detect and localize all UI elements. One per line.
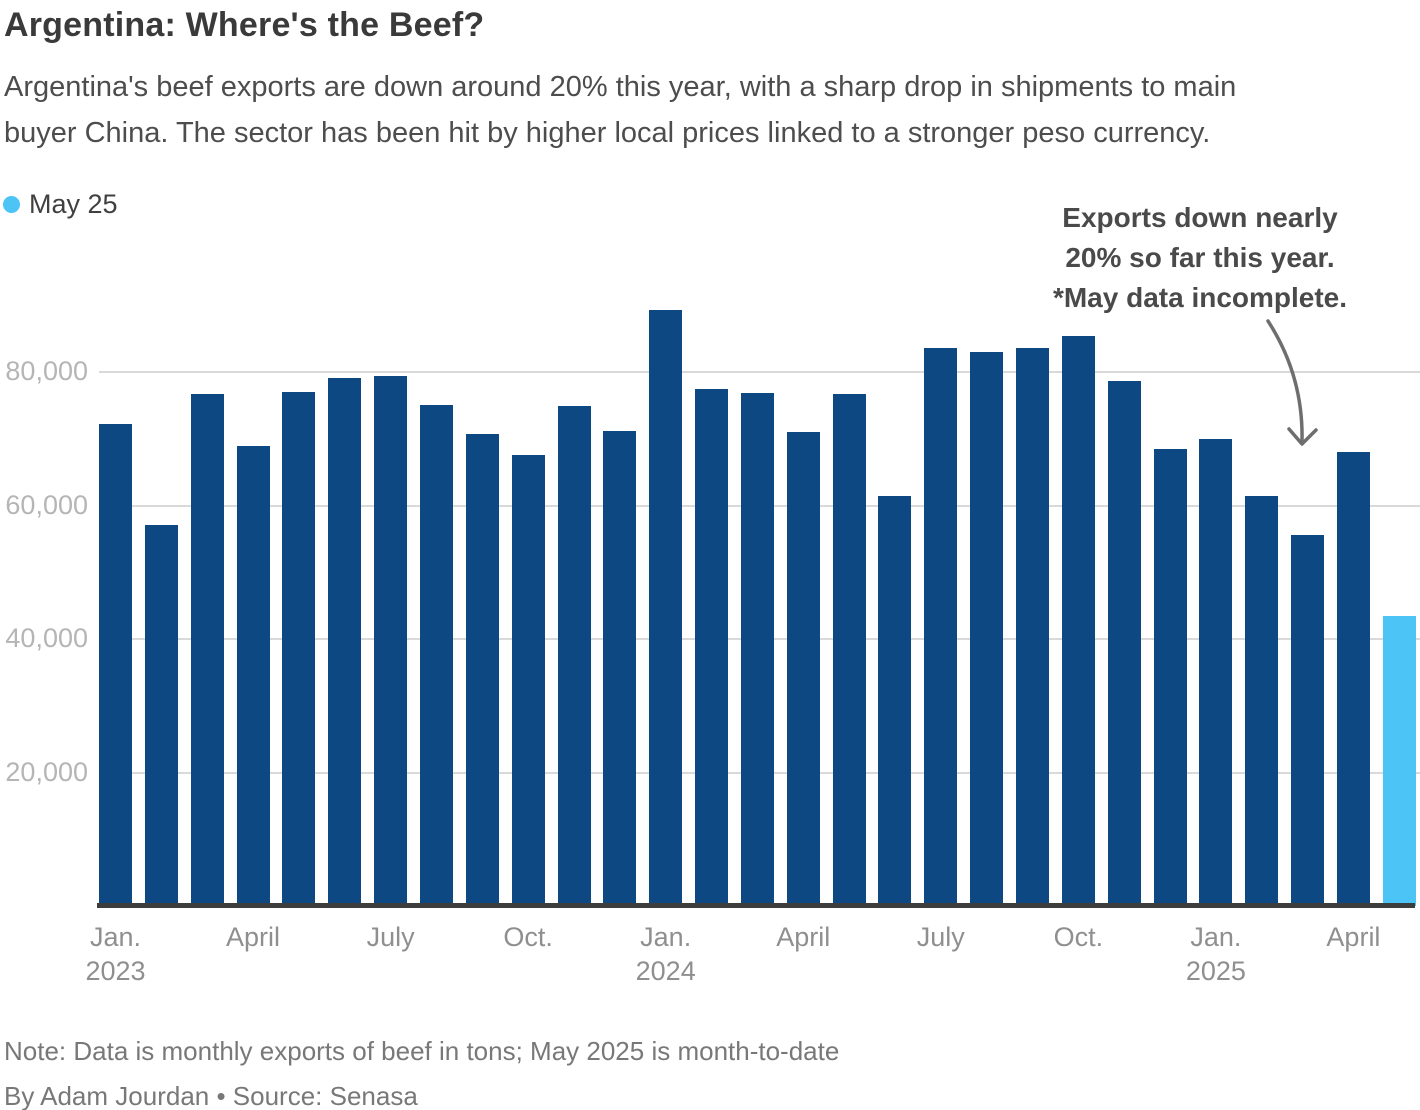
chart-note: Note: Data is monthly exports of beef in… xyxy=(4,1036,840,1066)
chart-annotation: Exports down nearly 20% so far this year… xyxy=(1052,202,1348,313)
bar-may-2024 xyxy=(832,393,866,906)
bar-june-2024 xyxy=(878,495,912,906)
bar-sep-2023 xyxy=(465,434,499,906)
gridline-80000 xyxy=(99,371,1420,374)
bar-jan-2023 xyxy=(99,424,132,906)
bar-feb-2023 xyxy=(144,525,178,906)
bar-feb-2024 xyxy=(695,389,729,906)
bar-apr-2023 xyxy=(236,445,270,906)
y-axis-label-40000: 40,000 xyxy=(5,623,88,654)
chart-byline: By Adam Jourdan • Source: Senasa xyxy=(4,1081,418,1110)
bar-sep-2024 xyxy=(1016,348,1049,906)
legend-label: May 25 xyxy=(29,189,118,219)
chart-subtitle: Argentina's beef exports are down around… xyxy=(4,71,1237,149)
x-axis-label-oct-2023: Oct. xyxy=(503,922,553,952)
bar-june-2023 xyxy=(328,378,362,906)
x-axis-label-apr-2023: April xyxy=(226,922,281,952)
bar-oct-2024 xyxy=(1061,335,1095,906)
y-axis-label-80000: 80,000 xyxy=(5,356,88,387)
x-axis-year-2025: 2025 xyxy=(1185,956,1246,986)
y-axis-label-60000: 60,000 xyxy=(5,489,88,520)
bar-dec-2023 xyxy=(603,431,637,906)
bar-mar-2025 xyxy=(1291,535,1325,906)
bar-may-2025 xyxy=(1382,615,1416,906)
bar-aug-2024 xyxy=(970,352,1004,906)
y-axis-label-20000: 20,000 xyxy=(5,756,88,787)
x-axis-label-jan-2024: Jan. xyxy=(640,922,692,952)
x-axis-label-july-2023: July xyxy=(366,922,415,952)
bar-apr-2024 xyxy=(786,432,820,906)
x-axis-label-july-2024: July xyxy=(916,922,965,952)
bar-mar-2023 xyxy=(190,394,224,906)
bar-jan-2024 xyxy=(649,309,683,906)
bar-nov-2024 xyxy=(1107,381,1141,906)
bar-nov-2023 xyxy=(557,405,591,906)
legend-dot-icon xyxy=(3,196,20,213)
bar-aug-2023 xyxy=(419,405,453,906)
x-axis-label-apr-2024: April xyxy=(776,922,831,952)
x-axis-year-2024: 2024 xyxy=(635,956,696,986)
x-axis-label-jan-2023: Jan. xyxy=(89,922,142,952)
bar-mar-2024 xyxy=(740,393,774,906)
page-title: Argentina: Where's the Beef? xyxy=(4,6,485,44)
bar-oct-2023 xyxy=(511,455,545,906)
x-axis-label-oct-2024: Oct. xyxy=(1053,922,1104,952)
x-axis-line xyxy=(97,903,1415,908)
x-axis-year-2023: 2023 xyxy=(85,956,146,986)
bar-jan-2025 xyxy=(1199,439,1233,906)
legend: May 25 xyxy=(3,189,118,220)
bar-feb-2025 xyxy=(1245,496,1279,906)
x-axis-label-apr-2025: April xyxy=(1326,922,1381,952)
bar-july-2024 xyxy=(924,347,958,906)
x-axis-label-jan-2025: Jan. xyxy=(1190,922,1242,952)
bar-july-2023 xyxy=(374,376,408,906)
bar-may-2023 xyxy=(282,392,316,906)
bar-dec-2024 xyxy=(1153,449,1187,906)
bar-apr-2025 xyxy=(1336,451,1370,906)
